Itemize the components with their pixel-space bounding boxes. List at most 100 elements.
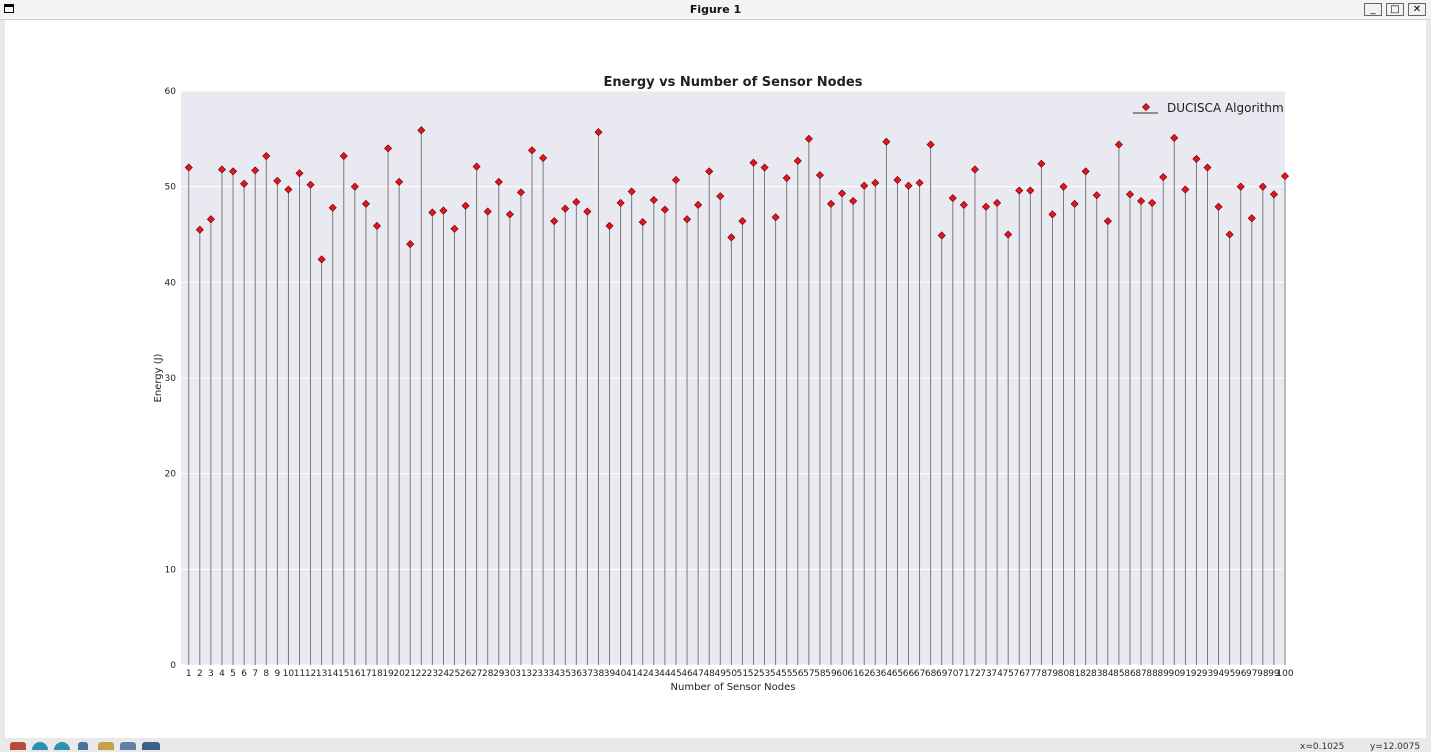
data-marker <box>871 178 880 187</box>
data-marker <box>1114 140 1123 149</box>
x-tick-label: 99 <box>1268 669 1280 679</box>
data-marker <box>439 206 448 215</box>
x-tick-label: 17 <box>360 669 371 679</box>
close-button[interactable]: ✕ <box>1408 3 1426 16</box>
maximize-button[interactable]: □ <box>1386 3 1404 16</box>
data-marker <box>1192 154 1201 163</box>
data-marker <box>1148 198 1157 207</box>
x-tick-label: 84 <box>1102 669 1114 679</box>
data-marker <box>771 213 780 222</box>
x-tick-label: 28 <box>482 669 494 679</box>
data-marker <box>1247 214 1256 223</box>
x-tick-label: 67 <box>914 669 925 679</box>
x-tick-label: 86 <box>1124 669 1136 679</box>
data-marker <box>804 134 813 143</box>
x-tick-label: 79 <box>1047 669 1059 679</box>
data-marker <box>683 215 692 224</box>
x-tick-label: 51 <box>737 669 748 679</box>
data-marker <box>760 163 769 172</box>
data-marker <box>472 162 481 171</box>
data-marker <box>372 221 382 230</box>
status-x: x=0.1025 <box>1300 742 1345 752</box>
data-marker <box>1015 186 1024 195</box>
data-marker <box>1081 167 1090 176</box>
configure-icon[interactable] <box>120 742 136 750</box>
legend-label: DUCISCA Algorithm <box>1167 101 1284 115</box>
data-marker <box>295 169 304 178</box>
x-tick-label: 42 <box>637 669 648 679</box>
x-tick-label: 18 <box>371 669 383 679</box>
data-marker <box>229 167 238 176</box>
data-marker <box>516 188 525 197</box>
y-tick-label: 0 <box>170 661 176 671</box>
data-marker <box>627 187 636 196</box>
data-marker <box>539 153 548 162</box>
x-tick-label: 97 <box>1246 669 1257 679</box>
data-marker <box>384 144 393 153</box>
data-marker <box>1225 230 1234 239</box>
data-marker <box>184 163 193 172</box>
x-tick-label: 36 <box>571 669 583 679</box>
x-tick-label: 78 <box>1036 669 1048 679</box>
data-marker <box>671 175 680 184</box>
x-tick-label: 76 <box>1014 669 1026 679</box>
save-icon[interactable] <box>142 742 160 750</box>
data-marker <box>572 197 581 206</box>
x-tick-label: 66 <box>903 669 915 679</box>
x-tick-label: 70 <box>947 669 959 679</box>
data-marker <box>904 181 913 190</box>
x-tick-label: 95 <box>1224 669 1235 679</box>
home-icon[interactable] <box>10 742 26 750</box>
data-marker <box>350 182 359 191</box>
data-marker <box>893 175 902 184</box>
x-tick-label: 44 <box>659 669 671 679</box>
data-marker <box>749 158 758 167</box>
x-tick-label: 68 <box>925 669 937 679</box>
data-marker <box>948 194 957 203</box>
x-tick-label: 22 <box>416 669 427 679</box>
data-marker <box>494 177 503 186</box>
x-tick-label: 26 <box>460 669 472 679</box>
x-tick-label: 87 <box>1135 669 1146 679</box>
data-marker <box>649 196 658 205</box>
data-marker <box>838 189 847 198</box>
x-tick-label: 93 <box>1202 669 1213 679</box>
minimize-button[interactable]: _ <box>1364 3 1382 16</box>
x-tick-label: 13 <box>316 669 327 679</box>
x-tick-label: 61 <box>847 669 858 679</box>
data-marker <box>461 201 470 210</box>
data-marker <box>1092 191 1101 200</box>
gridlines <box>181 90 1285 666</box>
data-marker <box>981 202 991 211</box>
forward-icon[interactable] <box>54 742 70 750</box>
data-marker <box>1170 133 1179 142</box>
x-tick-label: 55 <box>781 669 792 679</box>
x-tick-label: 50 <box>726 669 738 679</box>
x-tick-label: 35 <box>560 669 571 679</box>
data-marker <box>1026 186 1035 195</box>
x-tick-label: 7 <box>252 669 258 679</box>
pan-icon[interactable] <box>78 742 88 750</box>
x-tick-label: 77 <box>1025 669 1036 679</box>
x-tick-label: 71 <box>958 669 969 679</box>
back-icon[interactable] <box>32 742 48 750</box>
x-tick-label: 60 <box>836 669 848 679</box>
data-marker <box>705 167 714 176</box>
x-tick-label: 32 <box>526 669 537 679</box>
x-tick-label: 49 <box>715 669 727 679</box>
data-marker <box>251 166 260 175</box>
zoom-icon[interactable] <box>98 742 114 750</box>
y-tick-label: 30 <box>165 374 177 384</box>
x-tick-label: 85 <box>1113 669 1124 679</box>
x-tick-label: 41 <box>626 669 637 679</box>
data-marker <box>395 177 404 186</box>
data-marker <box>428 208 437 217</box>
data-marker <box>206 215 215 224</box>
x-tick-label: 90 <box>1169 669 1181 679</box>
x-tick-label: 47 <box>692 669 703 679</box>
x-tick-label: 96 <box>1235 669 1247 679</box>
data-marker <box>1037 159 1046 168</box>
x-tick-label: 88 <box>1146 669 1158 679</box>
x-tick-label: 1 <box>186 669 192 679</box>
